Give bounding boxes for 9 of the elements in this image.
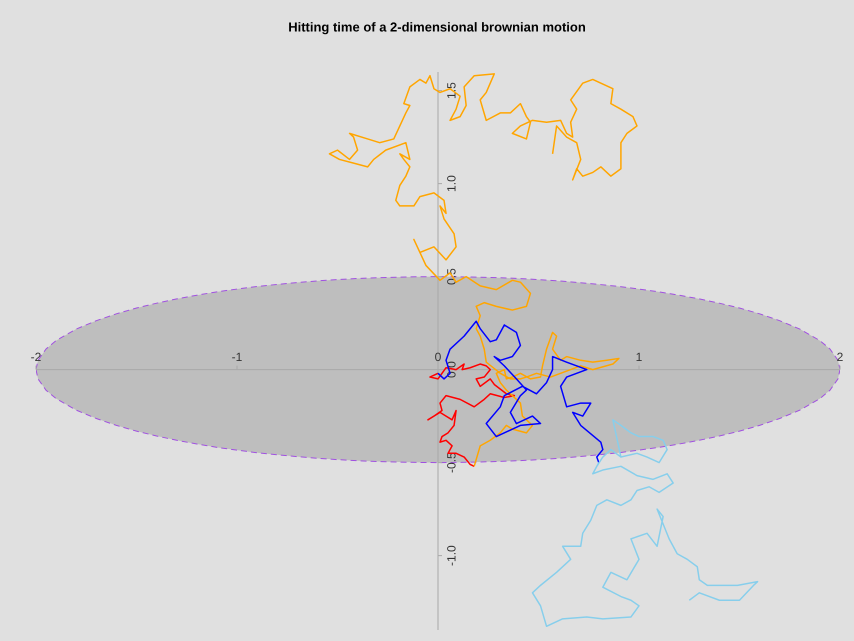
x-tick-label: -2	[30, 350, 42, 364]
y-tick-label: -1.0	[444, 544, 458, 566]
x-tick-label: 1	[636, 350, 643, 364]
chart-title: Hitting time of a 2-dimensional brownian motion	[288, 20, 586, 35]
x-tick-label: -1	[232, 350, 243, 364]
y-tick-label: 1.0	[444, 174, 458, 192]
y-tick-label: 1.5	[444, 82, 458, 99]
x-tick-label: 0	[434, 350, 442, 364]
x-tick-label: 2	[836, 350, 844, 364]
